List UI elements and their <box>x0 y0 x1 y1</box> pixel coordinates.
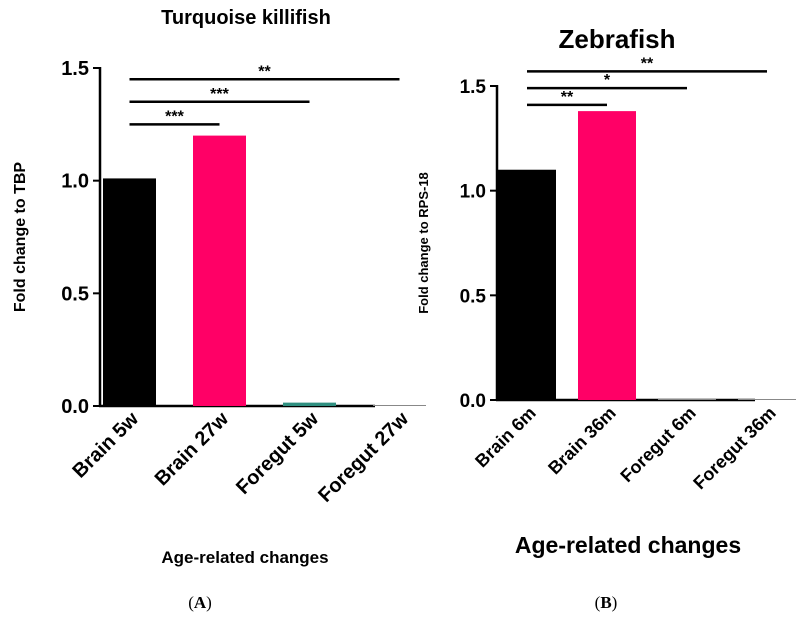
significance-label: * <box>604 72 611 89</box>
x-axis-label: Age-related changes <box>515 532 741 558</box>
y-tick-label: 1.0 <box>61 171 89 193</box>
significance-label: ** <box>258 63 271 80</box>
panel-label: (B) <box>595 593 618 612</box>
y-axis-label: Fold change to RPS-18 <box>416 172 431 314</box>
x-tick-label: Foregut 6m <box>616 403 699 486</box>
x-tick-label: Foregut 27w <box>314 408 413 507</box>
significance-label: ** <box>561 89 574 106</box>
chart-panel-a: Turquoise killifish 0.0 0.5 1.0 1.5 Fold chan… <box>12 7 426 612</box>
y-tick-label: 0.0 <box>460 391 486 412</box>
y-axis-label: Fold change to TBP <box>12 162 29 313</box>
y-tick-label: 1.5 <box>460 77 487 98</box>
x-tick-label: Brain 36m <box>544 403 620 479</box>
x-tick-label: Foregut 5w <box>232 408 323 499</box>
x-axis-label: Age-related changes <box>161 548 328 567</box>
bar <box>193 135 246 406</box>
y-tick-label: 0.5 <box>460 286 487 307</box>
significance-label: *** <box>165 108 184 125</box>
bar <box>373 405 426 406</box>
bar <box>283 402 336 406</box>
bar <box>658 399 716 400</box>
x-tick-label: Brain 5w <box>69 408 144 483</box>
chart-title: Zebrafish <box>558 24 675 54</box>
bar <box>103 178 156 406</box>
chart-title: Turquoise killifish <box>161 7 331 29</box>
x-tick-label: Brain 6m <box>471 403 540 472</box>
bar <box>578 111 636 401</box>
significance-label: *** <box>210 86 229 103</box>
bar <box>738 399 796 400</box>
y-tick-label: 1.5 <box>61 58 89 80</box>
chart-panel-b: Zebrafish 0.0 0.5 1.0 1.5 Fold change to RPS-… <box>416 24 796 612</box>
y-tick-label: 0.0 <box>61 396 89 418</box>
panel-label: (A) <box>188 593 212 612</box>
x-tick-label: Foregut 36m <box>689 403 780 494</box>
y-tick-label: 0.5 <box>61 283 89 305</box>
x-tick-label: Brain 27w <box>151 408 234 491</box>
bar <box>498 169 556 400</box>
y-tick-label: 1.0 <box>460 182 486 203</box>
significance-label: ** <box>641 55 654 72</box>
